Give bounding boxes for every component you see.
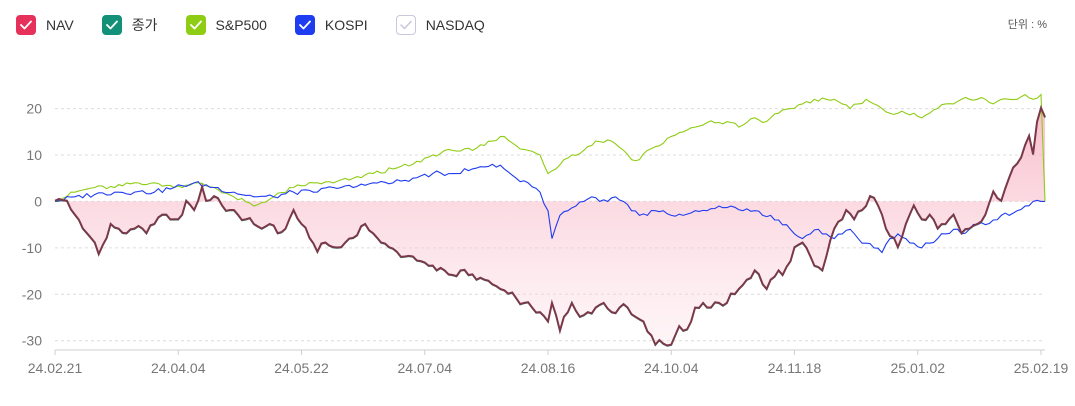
x-tick-label: 25.01.02	[891, 360, 946, 376]
legend: NAV 종가 S&P500 KOSPI NASDAQ	[16, 15, 485, 35]
legend-label: KOSPI	[324, 17, 368, 33]
legend-label: NASDAQ	[425, 17, 485, 33]
x-tick-label: 24.10.04	[644, 360, 699, 376]
x-tick-label: 24.02.21	[28, 360, 83, 376]
series-line-nav	[54, 104, 1046, 347]
legend-item-nasdaq[interactable]: NASDAQ	[395, 15, 485, 35]
legend-checkbox-icon[interactable]	[16, 15, 36, 35]
y-tick-label: 10	[26, 147, 42, 163]
x-tick-label: 24.05.22	[274, 360, 329, 376]
legend-item-kospi[interactable]: KOSPI	[294, 15, 368, 35]
legend-checkbox-icon[interactable]	[185, 15, 206, 35]
legend-checkbox-icon[interactable]	[294, 15, 315, 35]
series-line-sp500	[54, 93, 1046, 207]
y-tick-label: -20	[22, 286, 42, 302]
legend-label: 종가	[131, 17, 158, 33]
y-tick-label: 20	[26, 101, 42, 117]
legend-item-s-p500[interactable]: S&P500	[185, 15, 267, 35]
x-tick-label: 25.02.19	[1014, 360, 1069, 376]
legend-checkbox-icon[interactable]	[101, 15, 122, 35]
legend-label: S&P500	[215, 17, 267, 33]
legend-checkbox-icon[interactable]	[395, 15, 416, 35]
unit-label: 단위 : %	[1007, 19, 1047, 31]
y-tick-label: -10	[22, 240, 42, 256]
y-tick-label: 0	[34, 193, 42, 209]
series-line-kospi	[54, 163, 1045, 254]
y-tick-label: -30	[22, 333, 42, 349]
legend-item-nav[interactable]: NAV	[16, 15, 74, 35]
x-tick-label: 24.11.18	[768, 360, 822, 376]
legend-label: NAV	[46, 17, 74, 33]
x-tick-label: 24.04.04	[151, 360, 206, 376]
x-tick-label: 24.08.16	[521, 360, 576, 376]
x-tick-label: 24.07.04	[398, 360, 453, 376]
legend-item-종가[interactable]: 종가	[101, 15, 158, 35]
